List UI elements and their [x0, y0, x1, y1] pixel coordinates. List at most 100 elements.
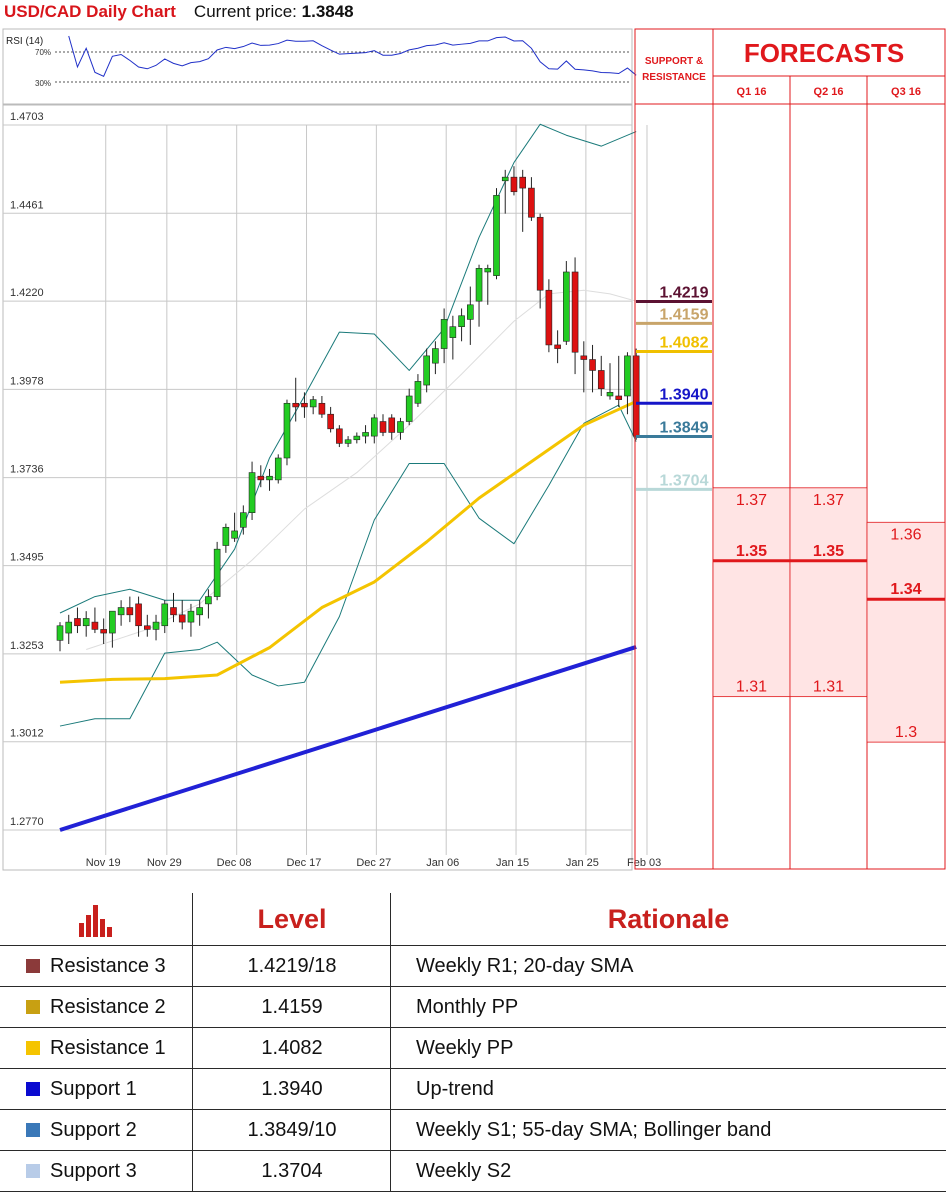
candle-bull: [458, 315, 465, 327]
candle-bear: [388, 417, 396, 433]
usdcad-chart: 1.4703 1.4461 1.4220 1.3978 1.3736 1.3495 1.32…: [2, 28, 946, 871]
candle-bull: [563, 271, 570, 342]
y-tick-label: 1.3978: [10, 375, 44, 387]
chart-title: USD/CAD Daily Chart: [4, 2, 176, 21]
table-row: Support 1 1.3940 Up-trend: [0, 1069, 946, 1110]
swatch-resistance-1: [26, 1041, 40, 1055]
rationale-header-text: Rationale: [607, 903, 730, 934]
candle-bull: [414, 381, 422, 404]
swatch-resistance-2: [26, 1000, 40, 1014]
candle-bear: [536, 216, 544, 291]
level-name: Support 2: [50, 1118, 137, 1141]
candle-bull: [117, 607, 125, 616]
candle-bear: [126, 607, 134, 616]
quarter-header: Q1 16: [737, 86, 767, 98]
bollinger-lower-line: [59, 404, 637, 727]
candle-bear: [571, 271, 579, 353]
candle-bull: [82, 618, 90, 627]
forecasts-title: FORECASTS: [744, 38, 904, 68]
x-tick-label: Nov 19: [86, 857, 121, 869]
candle-bull: [56, 625, 64, 641]
bollinger-upper-line: [59, 123, 637, 614]
level-name-cell: Support 3: [0, 1151, 192, 1191]
forecast-zone: [712, 487, 791, 698]
candle-bull: [152, 621, 160, 630]
candle-bull: [283, 402, 291, 459]
sr-level-label: 1.4082: [660, 334, 709, 351]
candle-bear: [318, 402, 326, 415]
forecast-mid-label: 1.34: [890, 581, 921, 598]
candle-bull: [432, 348, 439, 364]
candle-bull: [493, 195, 500, 276]
rationale-cell: Weekly S1; 55-day SMA; Bollinger band: [390, 1110, 946, 1150]
candle-bull: [248, 472, 256, 513]
swatch-resistance-3: [26, 959, 40, 973]
level-header-text: Level: [257, 903, 327, 934]
x-tick-label: Jan 15: [496, 857, 529, 869]
support-resistance-label-1: SUPPORT &: [645, 56, 703, 67]
level-value-cell: 1.3940: [192, 1069, 391, 1109]
x-tick-label: Nov 29: [147, 857, 182, 869]
candle-bear: [135, 603, 142, 627]
forecast-high-label: 1.36: [890, 526, 921, 543]
candle-bear: [257, 475, 265, 481]
y-tick-label: 1.4461: [10, 199, 44, 211]
candle-bull: [353, 435, 361, 441]
chart-header: USD/CAD Daily Chart Current price: 1.3848: [4, 2, 354, 26]
x-tick-label: Dec 27: [356, 857, 391, 869]
candle-bull: [484, 268, 492, 273]
candle-bull: [161, 603, 169, 627]
rationale-cell: Weekly PP: [390, 1028, 946, 1068]
level-name: Support 3: [50, 1159, 137, 1182]
level-value-cell: 1.4159: [192, 987, 391, 1027]
candle-bull: [344, 439, 352, 444]
table-chart-icon-cell: [0, 893, 192, 945]
sr-level-label: 1.4159: [660, 306, 709, 323]
candle-bull: [440, 319, 448, 349]
candle-bull: [213, 548, 221, 597]
forecast-low-label: 1.31: [736, 679, 767, 696]
candle-bull: [475, 268, 483, 302]
price-panel-frame: [2, 104, 633, 871]
candle-bull: [187, 610, 195, 623]
forecast-high-label: 1.37: [736, 492, 767, 509]
level-value-cell: 1.4082: [192, 1028, 391, 1068]
candle-bull: [205, 596, 212, 605]
candle-bear: [170, 607, 177, 616]
rsi-panel-frame: [2, 28, 633, 105]
support-resistance-label-2: RESISTANCE: [642, 72, 706, 83]
candle-bear: [597, 370, 605, 389]
y-tick-label: 1.4220: [10, 287, 44, 299]
sr-level-label: 1.3704: [660, 472, 709, 489]
forecast-mid-label: 1.35: [736, 543, 767, 560]
y-tick-label: 1.3253: [10, 640, 44, 652]
levels-table: Level Rationale Resistance 3 1.4219/18 W…: [0, 893, 948, 1195]
candle-bear: [519, 176, 526, 189]
x-tick-label: Jan 06: [426, 857, 459, 869]
candle-bear: [327, 413, 334, 430]
y-tick-label: 1.3495: [10, 552, 44, 564]
table-row: Resistance 2 1.4159 Monthly PP: [0, 987, 946, 1028]
candle-bear: [336, 428, 343, 444]
x-tick-label: Dec 08: [217, 857, 252, 869]
swatch-support-3: [26, 1164, 40, 1178]
table-row: Support 3 1.3704 Weekly S2: [0, 1151, 946, 1192]
table-header-row: Level Rationale: [0, 893, 946, 946]
level-name: Resistance 2: [50, 995, 166, 1018]
price-label: Current price:: [193, 2, 297, 21]
candle-bear: [615, 395, 623, 400]
forecast-zone: [789, 487, 868, 698]
candle-bull: [501, 176, 509, 182]
level-name: Support 1: [50, 1077, 137, 1100]
y-tick-label: 1.4703: [10, 111, 44, 123]
candle-bear: [74, 618, 81, 627]
candle-bear: [178, 614, 186, 623]
current-price: 1.3848: [301, 2, 354, 21]
level-name-cell: Support 2: [0, 1110, 192, 1150]
y-tick-label: 1.2770: [10, 816, 44, 828]
candle-bear: [589, 359, 596, 371]
quarter-header: Q2 16: [814, 86, 844, 98]
candle-bear: [580, 355, 588, 360]
candle-bear: [510, 176, 518, 193]
level-col-header: Level: [192, 893, 391, 945]
